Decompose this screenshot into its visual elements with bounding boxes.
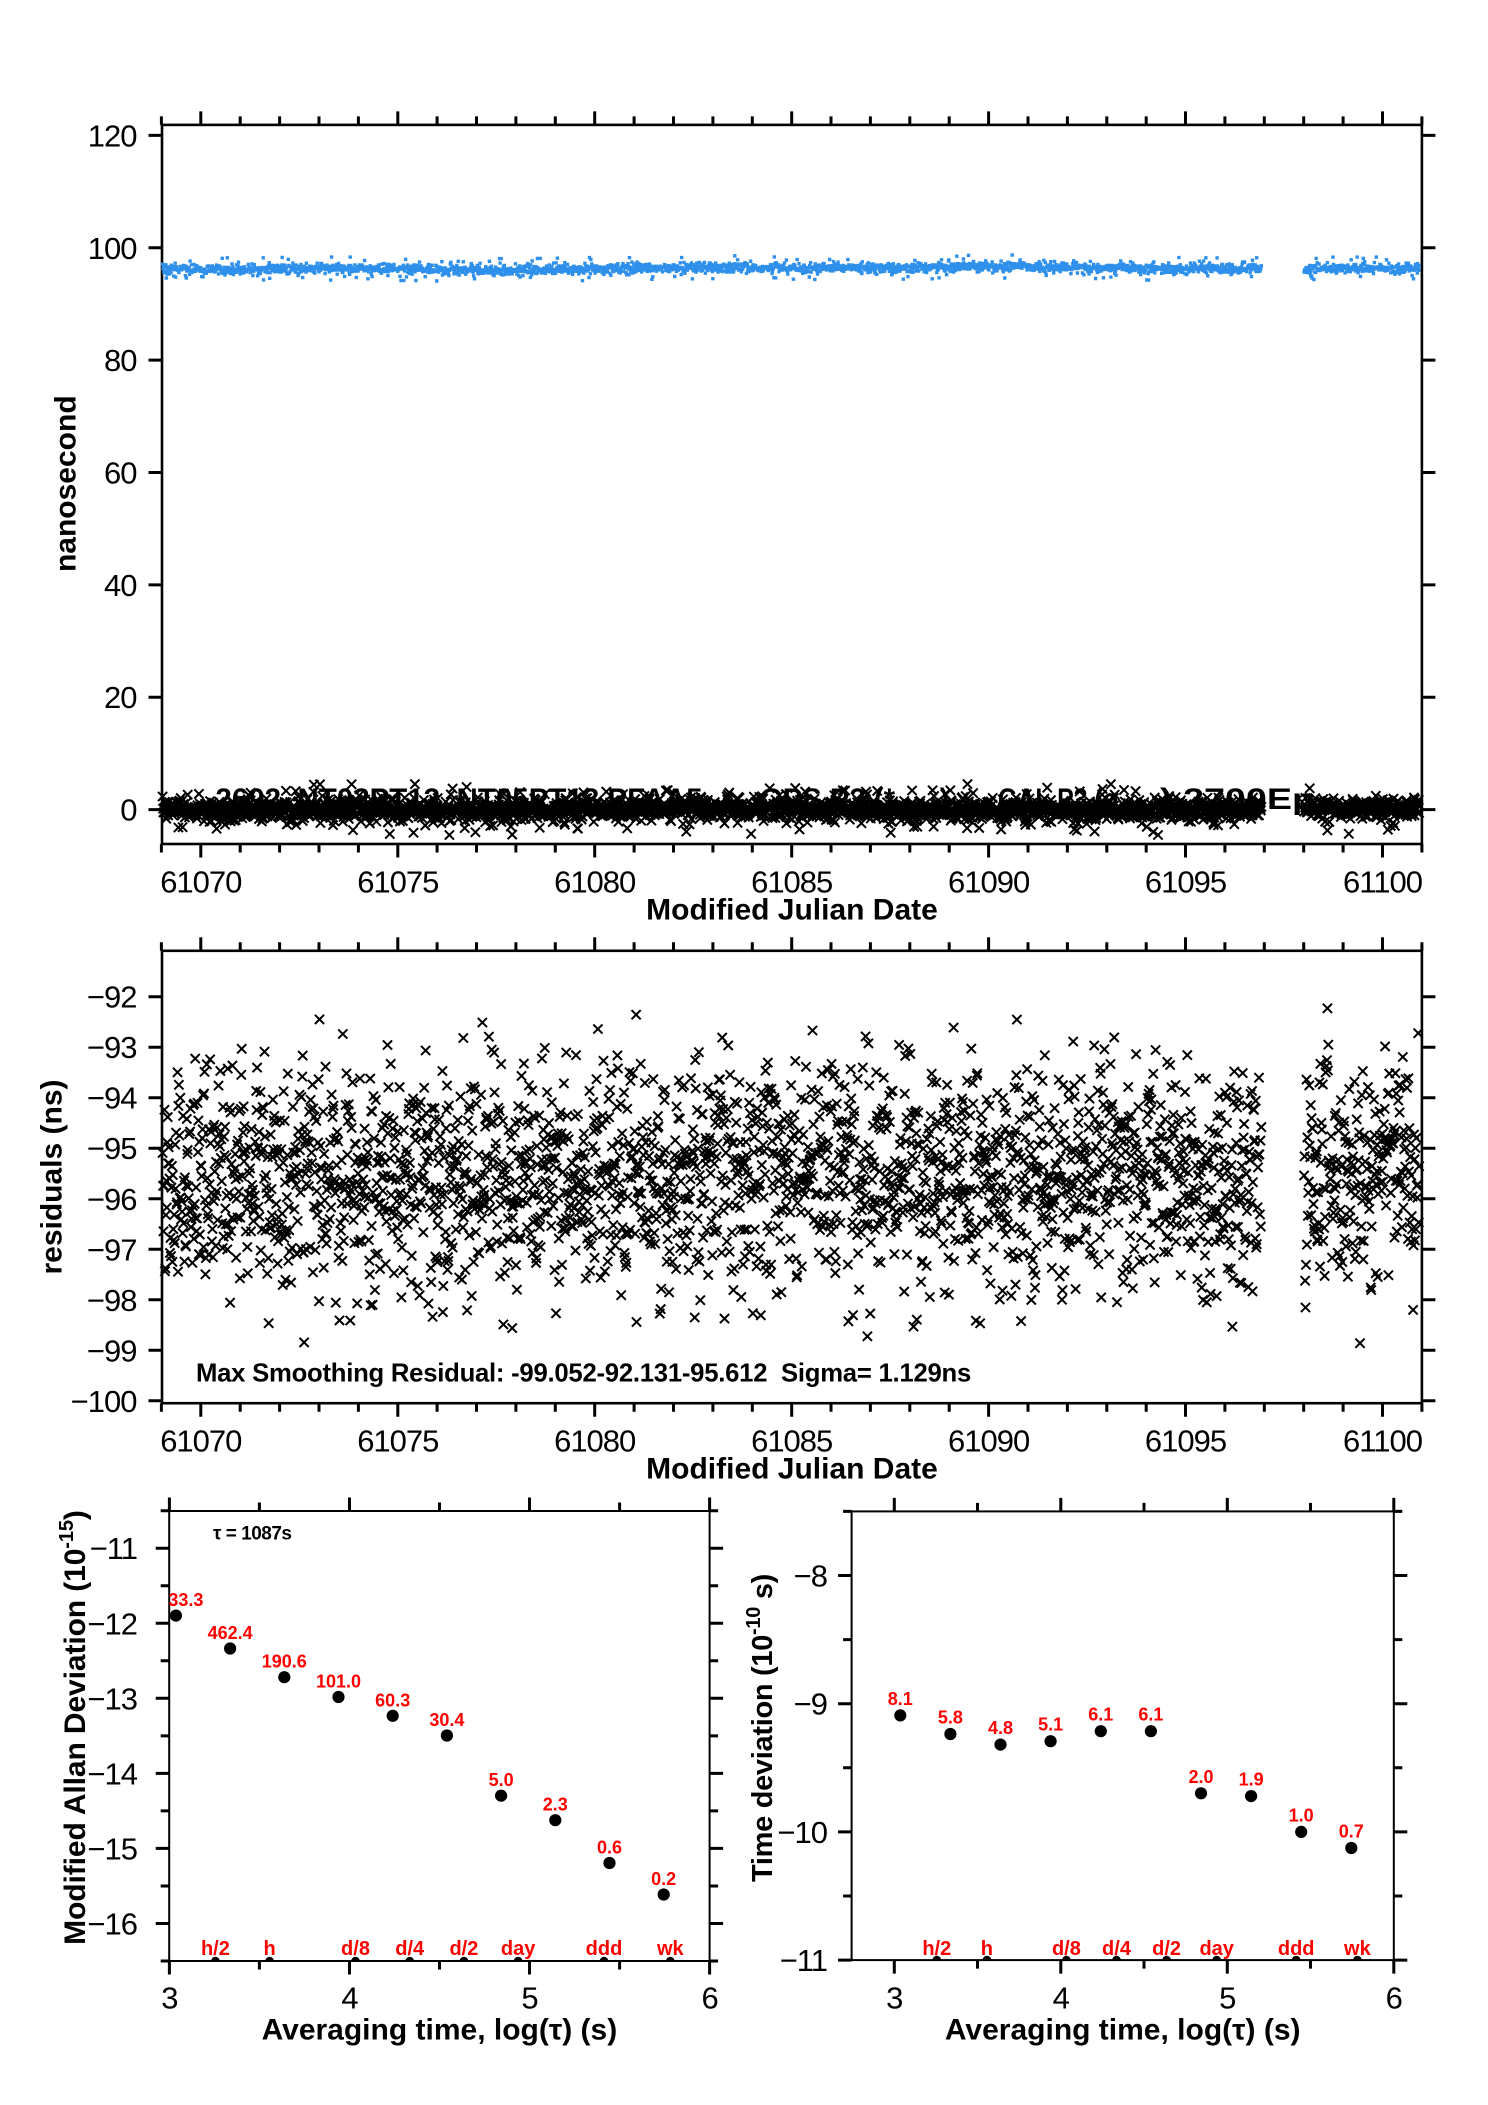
svg-text:−12: −12: [87, 1606, 137, 1641]
svg-text:0.7: 0.7: [1339, 1822, 1364, 1842]
svg-text:h/2: h/2: [201, 1938, 230, 1960]
svg-text:τ = 1087s: τ = 1087s: [213, 1524, 291, 1545]
svg-text:2.0: 2.0: [1188, 1767, 1213, 1787]
svg-text:−10: −10: [777, 1815, 827, 1850]
svg-text:−92: −92: [87, 980, 137, 1015]
svg-text:−9: −9: [794, 1687, 827, 1722]
svg-text:1.0: 1.0: [1289, 1805, 1314, 1825]
svg-text:residuals (ns): residuals (ns): [36, 1079, 69, 1274]
svg-text:120: 120: [88, 118, 137, 153]
svg-text:40: 40: [104, 568, 137, 603]
svg-text:day: day: [1199, 1938, 1234, 1960]
svg-text:0.2: 0.2: [651, 1869, 676, 1889]
svg-text:−11: −11: [90, 1531, 137, 1566]
svg-text:0.6: 0.6: [597, 1838, 622, 1858]
svg-text:61080: 61080: [554, 1423, 636, 1458]
svg-text:d/4: d/4: [1102, 1938, 1132, 1960]
svg-text:1.9: 1.9: [1239, 1770, 1264, 1790]
svg-text:−15: −15: [87, 1831, 137, 1866]
svg-text:wk: wk: [656, 1938, 685, 1960]
svg-text:61070: 61070: [160, 1423, 242, 1458]
svg-text:61100: 61100: [1343, 1423, 1423, 1458]
svg-text:61080: 61080: [554, 864, 636, 899]
svg-text:101.0: 101.0: [316, 1672, 361, 1692]
svg-text:−94: −94: [87, 1081, 137, 1116]
svg-text:61075: 61075: [357, 864, 438, 899]
svg-text:6: 6: [1386, 1981, 1402, 2016]
svg-text:61090: 61090: [948, 864, 1030, 899]
svg-text:−100: −100: [71, 1384, 138, 1419]
svg-text:20: 20: [104, 680, 137, 715]
svg-text:Averaging time, log(τ) (s): Averaging time, log(τ) (s): [262, 2013, 618, 2046]
svg-text:3: 3: [161, 1981, 177, 2016]
svg-text:h: h: [981, 1938, 993, 1960]
svg-text:3: 3: [886, 1981, 902, 2016]
svg-text:d/8: d/8: [1052, 1938, 1081, 1960]
svg-text:61070: 61070: [160, 864, 242, 899]
svg-text:190.6: 190.6: [262, 1652, 307, 1672]
svg-text:5.1: 5.1: [1038, 1715, 1063, 1735]
svg-text:5: 5: [521, 1981, 537, 2016]
svg-text:Time deviation (10-10 s): Time deviation (10-10 s): [743, 1574, 779, 1882]
svg-text:100: 100: [88, 231, 137, 266]
svg-text:0: 0: [120, 793, 137, 828]
svg-text:ddd: ddd: [586, 1938, 623, 1960]
svg-text:−8: −8: [794, 1559, 827, 1594]
svg-text:h/2: h/2: [922, 1938, 951, 1960]
svg-text:−16: −16: [87, 1907, 137, 1942]
svg-text:61095: 61095: [1145, 864, 1226, 899]
svg-text:4: 4: [1053, 1981, 1070, 2016]
svg-text:80: 80: [104, 343, 137, 378]
svg-text:61085: 61085: [751, 1423, 832, 1458]
svg-text:61095: 61095: [1145, 1423, 1226, 1458]
svg-text:462.4: 462.4: [208, 1623, 253, 1643]
svg-text:−13: −13: [87, 1681, 137, 1716]
svg-text:h: h: [263, 1938, 275, 1960]
svg-text:Averaging time, log(τ) (s): Averaging time, log(τ) (s): [945, 2013, 1301, 2046]
svg-text:d/2: d/2: [1152, 1938, 1181, 1960]
svg-text:6.1: 6.1: [1138, 1705, 1163, 1725]
svg-text:60.3: 60.3: [375, 1690, 410, 1710]
svg-text:ddd: ddd: [1278, 1938, 1315, 1960]
svg-text:61090: 61090: [948, 1423, 1030, 1458]
svg-text:d/8: d/8: [341, 1938, 370, 1960]
svg-text:30.4: 30.4: [429, 1710, 464, 1730]
svg-text:5.0: 5.0: [489, 1770, 514, 1790]
svg-text:d/4: d/4: [395, 1938, 425, 1960]
svg-text:−96: −96: [87, 1182, 137, 1217]
svg-text:d/2: d/2: [449, 1938, 478, 1960]
svg-text:−93: −93: [87, 1030, 137, 1065]
svg-text:6.1: 6.1: [1088, 1705, 1113, 1725]
svg-text:61075: 61075: [357, 1423, 438, 1458]
svg-text:5: 5: [1219, 1981, 1235, 2016]
svg-text:−99: −99: [87, 1333, 137, 1368]
svg-text:Modified Julian Date: Modified Julian Date: [646, 1452, 938, 1485]
svg-text:−14: −14: [87, 1756, 137, 1791]
svg-text:−97: −97: [87, 1232, 137, 1267]
svg-text:Modified Allan Deviation (10-1: Modified Allan Deviation (10-15): [56, 1510, 92, 1945]
svg-text:−95: −95: [87, 1131, 137, 1166]
svg-text:4.8: 4.8: [988, 1718, 1013, 1738]
svg-text:60: 60: [104, 456, 137, 491]
svg-text:8.1: 8.1: [888, 1689, 913, 1709]
svg-text:61085: 61085: [751, 864, 832, 899]
svg-text:61100: 61100: [1343, 864, 1423, 899]
svg-text:1233.3: 1233.3: [148, 1590, 203, 1610]
svg-text:Max Smoothing Residual: -99.05: Max Smoothing Residual: -99.052-92.131-9…: [196, 1359, 971, 1387]
svg-text:−98: −98: [87, 1283, 137, 1318]
svg-text:day: day: [501, 1938, 536, 1960]
svg-text:nanosecond: nanosecond: [50, 395, 83, 572]
svg-text:wk: wk: [1343, 1938, 1372, 1960]
svg-text:6: 6: [701, 1981, 717, 2016]
svg-text:4: 4: [341, 1981, 358, 2016]
svg-text:2.3: 2.3: [543, 1795, 568, 1815]
svg-text:Modified Julian Date: Modified Julian Date: [646, 893, 938, 926]
svg-text:−11: −11: [780, 1943, 827, 1978]
svg-text:5.8: 5.8: [938, 1708, 963, 1728]
